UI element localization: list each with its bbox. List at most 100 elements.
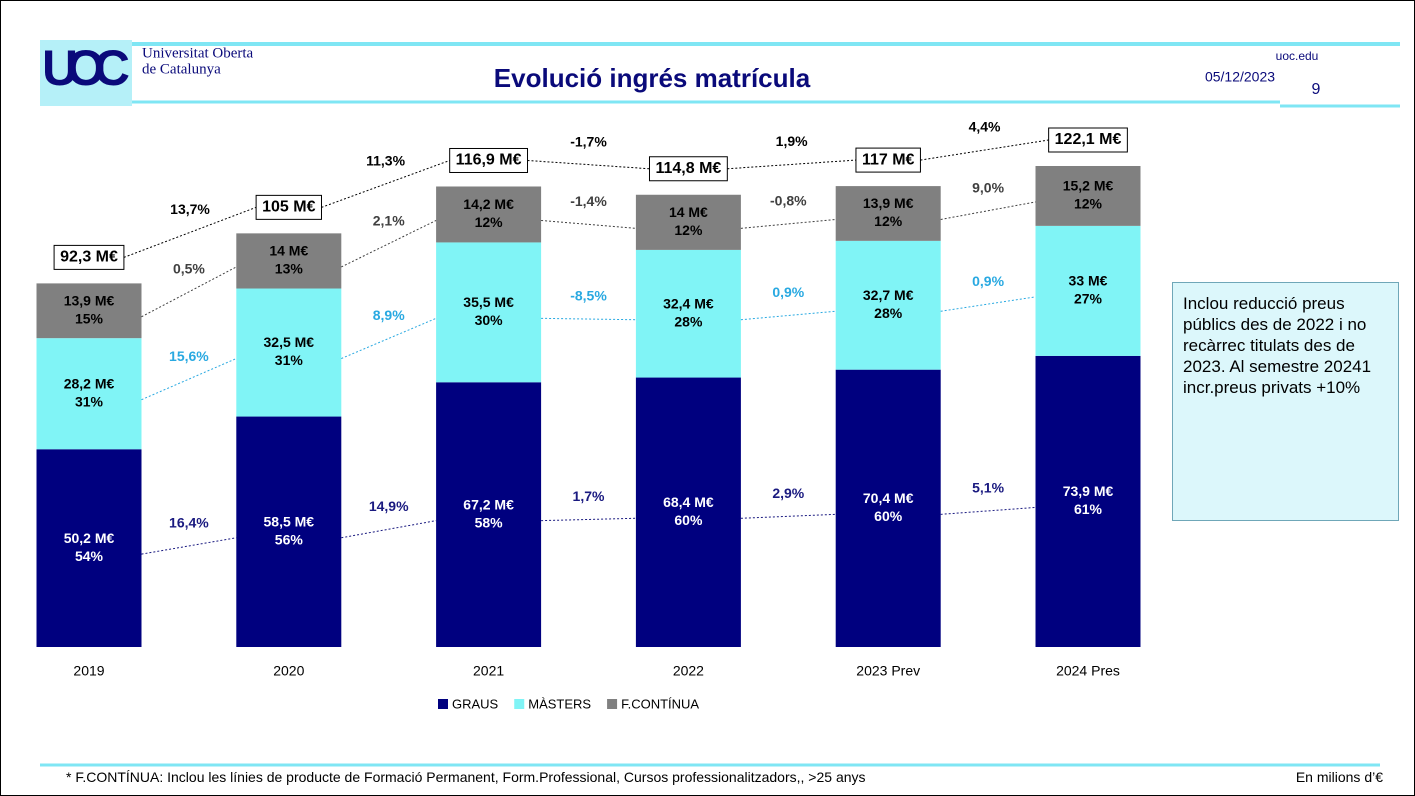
bar-segment — [835, 186, 941, 241]
segment-value-label: 67,2 M€ — [463, 496, 514, 512]
growth-line — [940, 296, 1036, 312]
total-label: 92,3 M€ — [60, 249, 118, 266]
segment-value-label: 68,4 M€ — [663, 494, 714, 510]
growth-line — [141, 358, 237, 401]
total-label: 117 M€ — [862, 151, 915, 168]
date: 05/12/2023 — [1205, 69, 1275, 85]
growth-line — [341, 220, 437, 268]
total-box — [1048, 127, 1128, 153]
total-box — [53, 244, 125, 270]
segment-value-label: 50,2 M€ — [64, 530, 115, 546]
note: Inclou reducció preus públics des de 202… — [1172, 282, 1399, 521]
growth-label: 0,9% — [772, 284, 804, 300]
segment-value-label: 58,5 M€ — [264, 513, 315, 529]
segment-value-label: 32,4 M€ — [663, 295, 714, 311]
total-growth-line — [727, 159, 856, 170]
legend-label: F.CONTÍNUA — [621, 696, 699, 711]
logo: UOC — [42, 40, 130, 96]
bar-segment — [1035, 355, 1141, 647]
growth-line — [541, 317, 636, 321]
x-tick-label: 2023 Prev — [856, 663, 920, 679]
x-tick-label: 2020 — [273, 663, 304, 679]
bar-segment — [236, 288, 342, 417]
bar-segment — [436, 242, 542, 383]
legend-swatch — [514, 699, 525, 709]
segment-share-label: 31% — [275, 352, 304, 368]
segment-value-label: 32,5 M€ — [264, 334, 315, 350]
bar-segment — [835, 369, 941, 647]
segment-share-label: 60% — [674, 512, 703, 528]
segment-value-label: 13,9 M€ — [64, 292, 115, 308]
total-growth-line — [321, 160, 450, 208]
bar-segment — [635, 377, 741, 647]
total-growth-line — [920, 139, 1049, 161]
segment-value-label: 15,2 M€ — [1063, 178, 1114, 194]
legend-label: MÀSTERS — [528, 696, 591, 711]
growth-label: 1,7% — [573, 488, 605, 504]
segment-value-label: 32,7 M€ — [863, 287, 914, 303]
growth-line — [341, 317, 437, 359]
bar-segment — [236, 233, 342, 289]
growth-label: 0,9% — [972, 273, 1004, 289]
logo-bg — [40, 40, 132, 106]
university-name: de Catalunya — [142, 61, 221, 77]
site: uoc.edu — [1276, 49, 1319, 63]
segment-share-label: 30% — [475, 312, 504, 328]
segment-share-label: 13% — [275, 261, 304, 277]
segment-value-label: 14 M€ — [269, 243, 308, 259]
segment-share-label: 12% — [1074, 196, 1103, 212]
slide-title: Evolució ingrés matrícula — [494, 63, 811, 93]
x-tick-label: 2024 Pres — [1056, 663, 1120, 679]
growth-label: -1,4% — [570, 193, 607, 209]
total-growth-line — [123, 206, 257, 258]
growth-line — [740, 513, 836, 519]
bar-segment — [36, 283, 142, 339]
growth-line — [541, 517, 636, 522]
segment-share-label: 15% — [75, 310, 104, 326]
segment-share-label: 31% — [75, 393, 104, 409]
growth-label: 2,9% — [772, 485, 804, 501]
segment-value-label: 35,5 M€ — [463, 294, 514, 310]
bar-segment — [835, 240, 941, 370]
footnote: * F.CONTÍNUA: Inclou les línies de produ… — [66, 769, 866, 785]
total-label: 114,8 M€ — [655, 160, 721, 177]
segment-share-label: 58% — [475, 514, 504, 530]
growth-line — [541, 219, 636, 229]
bar-segment — [436, 186, 542, 243]
total-label: 122,1 M€ — [1055, 131, 1122, 148]
growth-line — [341, 520, 437, 539]
total-growth-label: 11,3% — [366, 153, 405, 169]
growth-label: 2,1% — [373, 212, 405, 228]
legend-label: GRAUS — [452, 696, 499, 711]
legend-swatch — [438, 699, 448, 709]
x-tick-label: 2019 — [73, 663, 104, 679]
legend-swatch — [607, 699, 618, 709]
total-growth-line — [527, 159, 650, 170]
segment-value-label: 70,4 M€ — [863, 490, 914, 506]
segment-value-label: 14,2 M€ — [463, 196, 514, 212]
growth-label: 16,4% — [169, 515, 209, 531]
total-growth-label: 4,4% — [969, 119, 1001, 135]
university-name: Universitat Oberta — [142, 45, 254, 61]
segment-share-label: 28% — [874, 305, 903, 321]
growth-label: -0,8% — [770, 193, 807, 209]
bar-segment — [236, 416, 342, 647]
segment-share-label: 27% — [1074, 291, 1103, 307]
growth-label: 0,5% — [173, 261, 205, 277]
bar-segment — [36, 338, 142, 450]
growth-label: 14,9% — [369, 498, 409, 514]
total-label: 116,9 M€ — [456, 152, 522, 169]
growth-label: 5,1% — [972, 480, 1004, 496]
bar-segment — [635, 249, 741, 378]
total-growth-label: 1,9% — [776, 133, 808, 149]
units-note: En milions d’€ — [1295, 769, 1383, 785]
growth-line — [740, 218, 836, 229]
growth-label: 8,9% — [373, 307, 405, 323]
segment-share-label: 12% — [475, 214, 504, 230]
bar-segment — [635, 194, 741, 250]
growth-label: 15,6% — [169, 348, 209, 364]
bar-segment — [436, 382, 542, 647]
x-tick-label: 2021 — [473, 663, 504, 679]
